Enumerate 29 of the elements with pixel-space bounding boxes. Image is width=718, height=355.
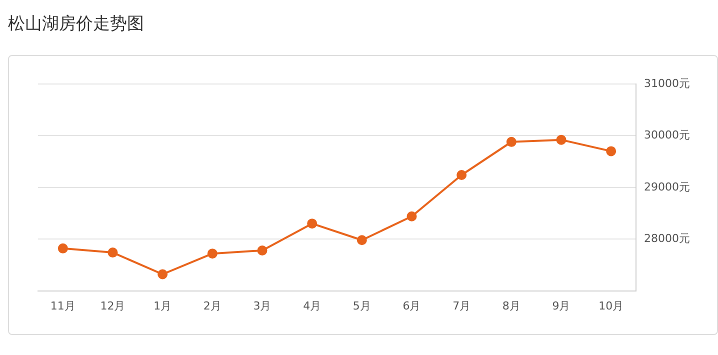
y-tick-label: 30000元 [644, 128, 690, 142]
point [307, 218, 318, 229]
x-tick-label: 4月 [303, 299, 322, 312]
x-tick-label: 3月 [253, 299, 272, 312]
y-tick-label: 29000元 [644, 180, 690, 194]
point [606, 146, 616, 156]
x-tick-label: 11月 [50, 299, 76, 312]
point [207, 248, 218, 259]
point [456, 170, 467, 180]
point [257, 245, 268, 256]
point [356, 235, 367, 246]
point [108, 248, 118, 258]
x-tick-label: 6月 [402, 299, 421, 312]
y-tick-label: 28000元 [644, 232, 690, 245]
x-tick-label: 9月 [552, 299, 570, 312]
point [58, 243, 68, 254]
x-tick-label: 2月 [203, 299, 222, 312]
x-tick-label: 7月 [452, 299, 471, 312]
y-tick-label: 31000元 [644, 76, 690, 90]
x-tick-label: 1月 [154, 299, 172, 312]
point [406, 211, 417, 222]
x-tick-label: 10月 [598, 299, 624, 312]
point [556, 134, 566, 145]
x-tick-label: 5月 [352, 299, 371, 312]
x-tick-label: 12月 [100, 299, 126, 312]
x-tick-label: 8月 [502, 299, 520, 312]
chart-title: 松山湖房价走势图 [8, 13, 144, 35]
point [506, 136, 516, 147]
point [158, 269, 168, 280]
